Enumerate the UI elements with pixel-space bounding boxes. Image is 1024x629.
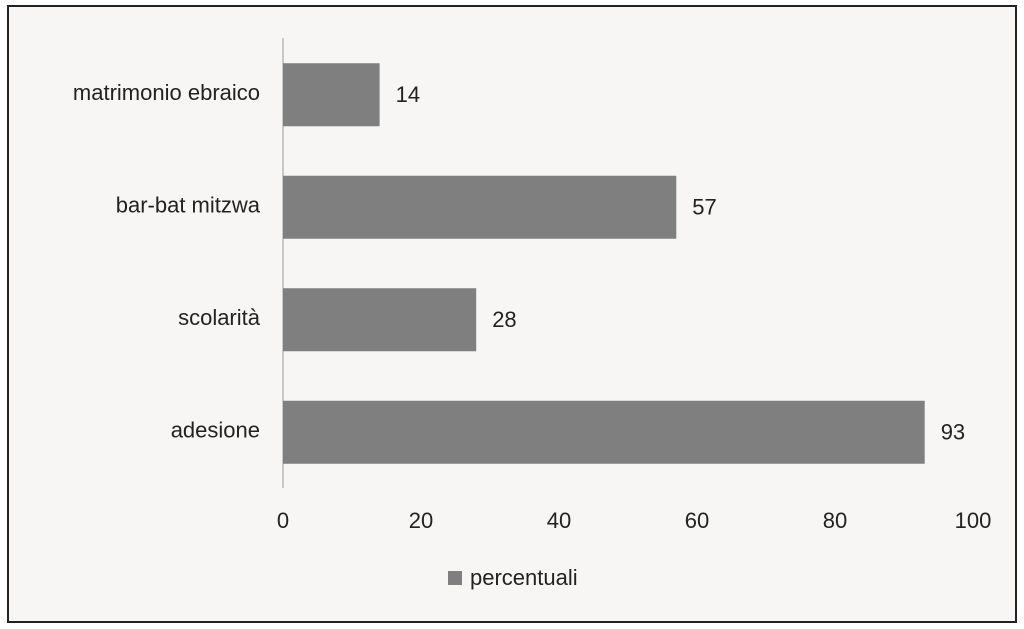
- x-tick-label: 20: [409, 508, 433, 533]
- data-label: 28: [492, 307, 516, 332]
- legend-swatch: [448, 571, 462, 585]
- x-tick-label: 80: [823, 508, 847, 533]
- data-label: 93: [941, 420, 965, 445]
- legend-label: percentuali: [470, 565, 578, 590]
- x-tick-label: 40: [547, 508, 571, 533]
- bar: [283, 400, 925, 464]
- y-tick-label: bar-bat mitzwa: [116, 193, 261, 218]
- y-tick-label: adesione: [171, 418, 260, 443]
- bar: [283, 63, 380, 127]
- data-label: 57: [692, 195, 716, 220]
- x-tick-label: 60: [685, 508, 709, 533]
- bar: [283, 288, 477, 352]
- frame: [7, 5, 1017, 623]
- y-tick-label: matrimonio ebraico: [73, 80, 260, 105]
- x-tick-label: 100: [955, 508, 992, 533]
- data-label: 14: [396, 82, 420, 107]
- bar: [283, 175, 677, 239]
- x-tick-label: 0: [277, 508, 289, 533]
- y-tick-label: scolarità: [178, 305, 261, 330]
